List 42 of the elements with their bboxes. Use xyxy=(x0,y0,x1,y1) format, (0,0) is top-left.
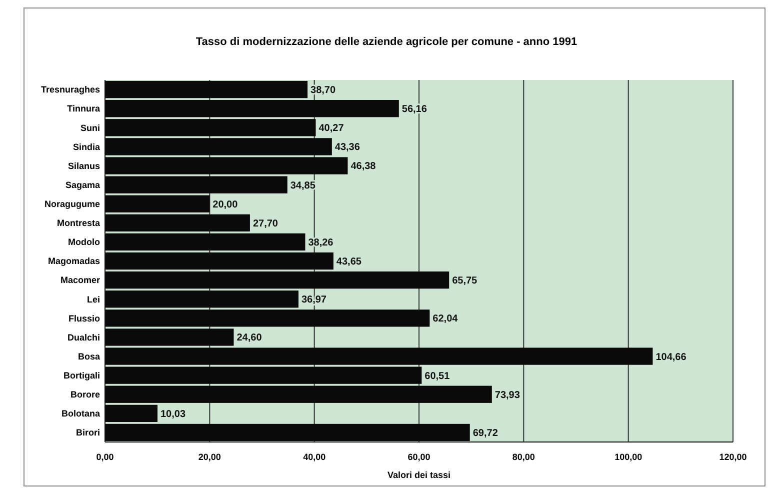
y-tick-label: Sindia xyxy=(72,142,101,152)
data-label: 62,04 xyxy=(432,314,458,325)
x-tick-label: 60,00 xyxy=(408,452,430,462)
x-tick-label: 120,00 xyxy=(719,452,747,462)
y-tick-label: Macomer xyxy=(60,275,100,286)
y-tick-label: Silanus xyxy=(68,160,100,171)
x-axis-title: Valori dei tassi xyxy=(387,470,451,480)
x-tick-label: 40,00 xyxy=(303,452,326,462)
data-label: 20,00 xyxy=(212,199,238,210)
data-label: 104,66 xyxy=(656,352,687,363)
y-tick-label: Montresta xyxy=(56,218,101,228)
data-label: 65,75 xyxy=(452,276,478,287)
y-tick-label: Modolo xyxy=(68,237,100,248)
data-label: 73,93 xyxy=(494,390,520,401)
x-tick-label: 20,00 xyxy=(198,452,221,462)
data-label: 10,03 xyxy=(160,408,186,420)
data-label: 60,51 xyxy=(424,370,450,382)
data-label: 46,38 xyxy=(350,161,376,172)
y-tick-label: Tinnura xyxy=(67,104,101,114)
data-label: 69,72 xyxy=(472,428,498,439)
x-tick-label: 100,00 xyxy=(614,452,642,462)
y-tick-label: Dualchi xyxy=(67,332,100,342)
y-tick-label: Flussio xyxy=(68,313,100,324)
y-tick-label: Magomadas xyxy=(48,256,100,266)
y-tick-label: Bolotana xyxy=(61,408,101,419)
y-tick-label: Borore xyxy=(70,390,100,400)
data-label: 43,36 xyxy=(334,142,360,154)
y-tick-label: Bortigali xyxy=(63,370,100,380)
y-tick-label: Tresnuraghes xyxy=(40,84,100,95)
data-label: 27,70 xyxy=(252,218,278,230)
data-label: 24,60 xyxy=(236,332,262,344)
y-tick-label: Suni xyxy=(80,122,100,133)
data-label: 40,27 xyxy=(318,123,344,134)
x-tick-label: 0,00 xyxy=(96,452,114,462)
y-tick-label: Lei xyxy=(86,294,100,304)
y-tick-label: Noragugume xyxy=(44,198,100,209)
y-tick-label: Bosa xyxy=(78,351,101,362)
chart-title: Tasso di modernizzazione delle aziende agricole per comune - anno 1991 xyxy=(196,36,578,48)
data-label: 43,65 xyxy=(336,256,362,268)
y-tick-label: Birori xyxy=(76,428,100,438)
x-tick-label: 80,00 xyxy=(512,452,535,462)
y-tick-label: Sagama xyxy=(65,180,101,190)
